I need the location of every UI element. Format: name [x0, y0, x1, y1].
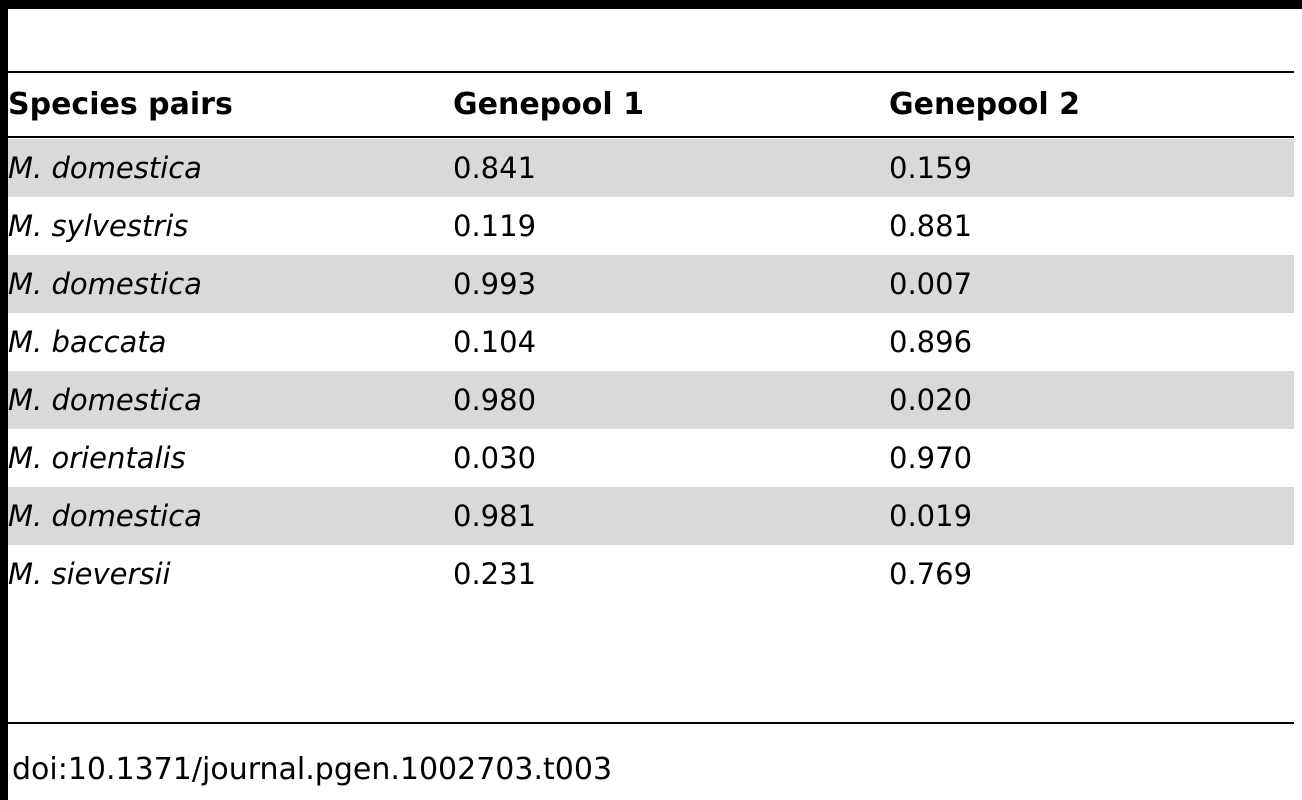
table-row: M. domestica 0.841 0.159: [8, 139, 1294, 197]
header-species-pairs: Species pairs: [8, 87, 233, 122]
genepool-1-cell: 0.231: [453, 557, 537, 591]
genepool-2-cell: 0.159: [889, 151, 973, 185]
genepool-2-cell: 0.020: [889, 383, 973, 417]
species-cell: M. domestica: [8, 499, 202, 533]
table-header-row: Species pairs Genepool 1 Genepool 2: [8, 73, 1294, 136]
species-cell: M. sylvestris: [8, 209, 189, 243]
species-cell: M. domestica: [8, 383, 202, 417]
table-row: M. orientalis 0.030 0.970: [8, 429, 1294, 487]
genepool-1-cell: 0.993: [453, 267, 537, 301]
table-row: M. domestica 0.981 0.019: [8, 487, 1294, 545]
genepool-2-cell: 0.881: [889, 209, 973, 243]
genepool-2-cell: 0.970: [889, 441, 973, 475]
table-bottom-rule: [8, 722, 1294, 724]
genepool-1-cell: 0.980: [453, 383, 537, 417]
genepool-1-cell: 0.104: [453, 325, 537, 359]
genepool-1-cell: 0.030: [453, 441, 537, 475]
header-genepool-2: Genepool 2: [889, 87, 1080, 122]
table-row: M. domestica 0.980 0.020: [8, 371, 1294, 429]
table-body: M. domestica 0.841 0.159 M. sylvestris 0…: [8, 139, 1294, 603]
genepool-2-cell: 0.007: [889, 267, 973, 301]
table-row: M. domestica 0.993 0.007: [8, 255, 1294, 313]
species-cell: M. orientalis: [8, 441, 186, 475]
left-border: [0, 0, 8, 800]
species-cell: M. sieversii: [8, 557, 171, 591]
header-genepool-1: Genepool 1: [453, 87, 644, 122]
table-row: M. sylvestris 0.119 0.881: [8, 197, 1294, 255]
top-rule: [0, 0, 1302, 9]
doi-citation: doi:10.1371/journal.pgen.1002703.t003: [12, 752, 613, 787]
table-top-rule: [8, 71, 1294, 73]
genepool-2-cell: 0.769: [889, 557, 973, 591]
genepool-1-cell: 0.841: [453, 151, 537, 185]
genepool-1-cell: 0.119: [453, 209, 537, 243]
genepool-1-cell: 0.981: [453, 499, 537, 533]
species-cell: M. domestica: [8, 267, 202, 301]
data-table: Species pairs Genepool 1 Genepool 2 M. d…: [8, 73, 1294, 591]
species-cell: M. domestica: [8, 151, 202, 185]
genepool-2-cell: 0.019: [889, 499, 973, 533]
table-row: M. sieversii 0.231 0.769: [8, 545, 1294, 603]
table-row: M. baccata 0.104 0.896: [8, 313, 1294, 371]
genepool-2-cell: 0.896: [889, 325, 973, 359]
header-rule: [8, 136, 1294, 138]
species-cell: M. baccata: [8, 325, 167, 359]
